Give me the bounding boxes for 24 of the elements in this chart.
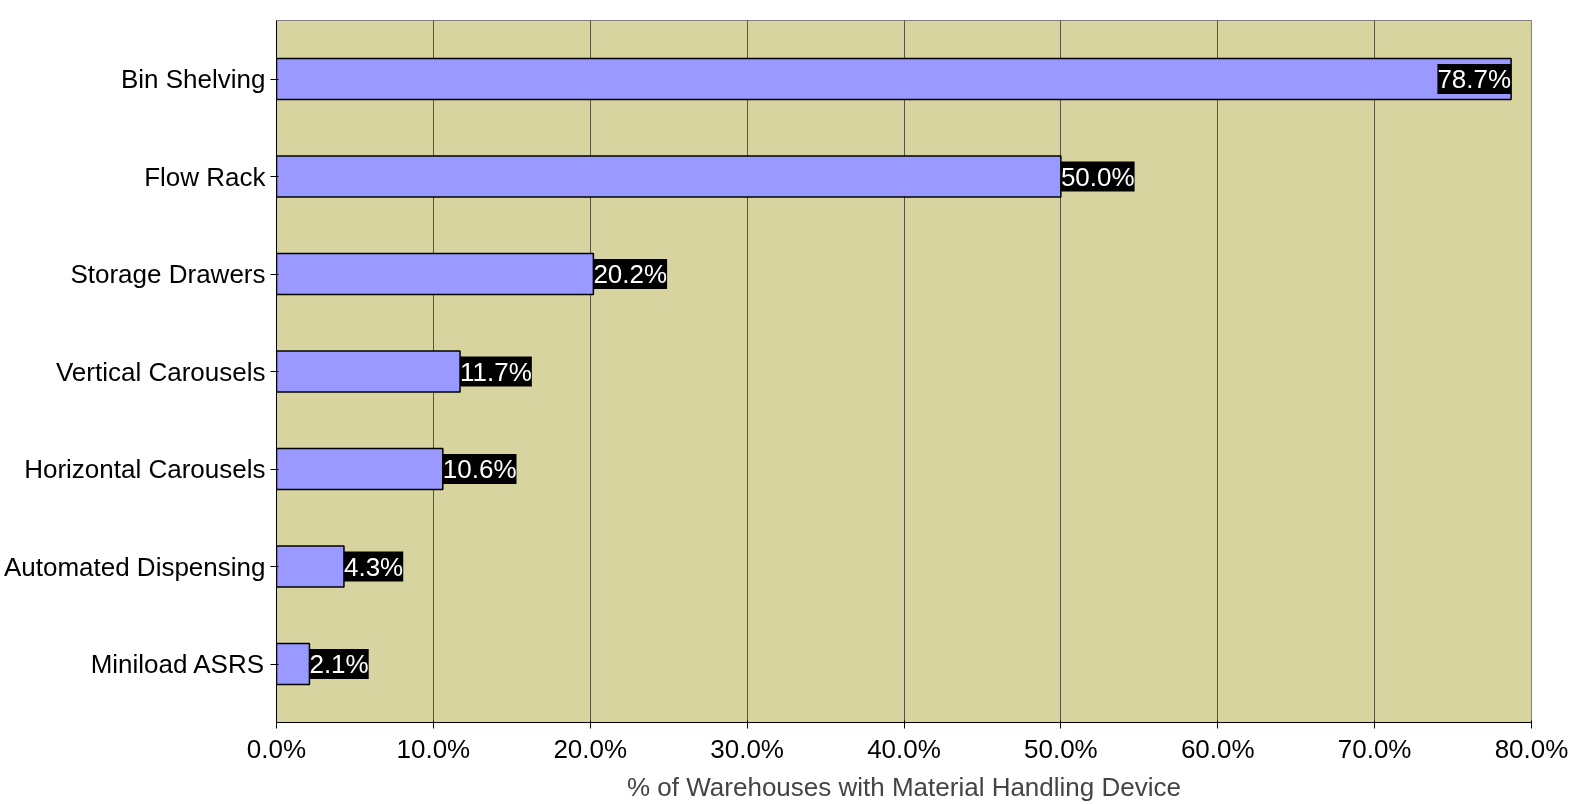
y-tick-label: Automated Dispensing [3,551,266,582]
data-label: 78.7% [1437,64,1512,94]
x-tick-label: 70.0% [1337,733,1412,764]
y-tick-label: Storage Drawers [70,259,266,289]
data-label: 2.1% [309,649,369,679]
x-tick-label: 40.0% [867,733,941,764]
data-label: 20.2% [593,259,668,289]
data-label: 50.0% [1060,161,1135,192]
x-tick-label: 30.0% [710,733,784,764]
data-label: 10.6% [442,454,517,484]
x-tick-label: 60.0% [1180,733,1255,764]
y-tick-label: Vertical Carousels [55,356,266,387]
y-tick-label: Horizontal Carousels [24,454,266,484]
data-label: 4.3% [343,551,404,582]
y-tick-label: Bin Shelving [120,64,266,94]
x-tick-label: 50.0% [1024,733,1098,764]
y-tick-label: Flow Rack [144,161,267,192]
x-axis-title: % of Warehouses with Material Handling Device [627,771,1181,802]
x-tick-label: 80.0% [1494,733,1569,764]
y-tick-label: Miniload ASRS [90,649,265,679]
x-tick-label: 10.0% [396,733,471,764]
x-tick-label: 0.0% [246,733,307,764]
data-label: 11.7% [460,356,532,387]
x-tick-label: 20.0% [553,733,628,764]
